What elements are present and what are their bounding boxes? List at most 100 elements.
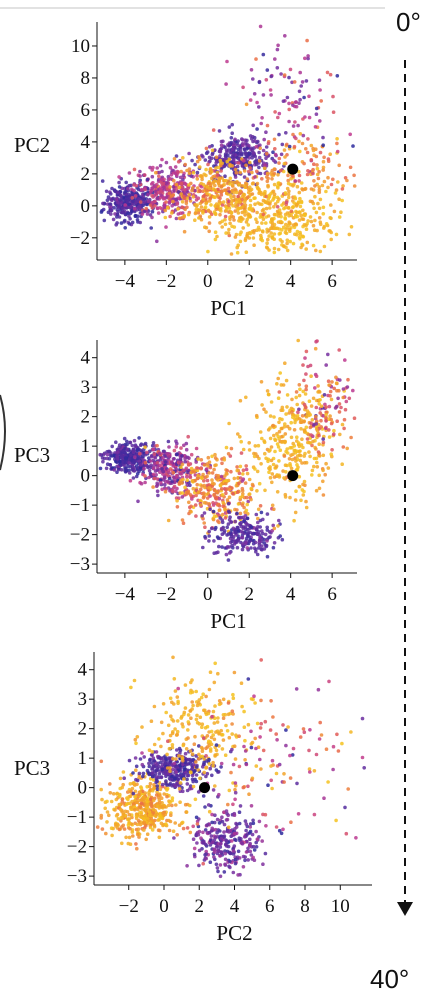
- scatter-point: [174, 216, 179, 221]
- scatter-point: [229, 214, 234, 218]
- scatter-point: [285, 142, 289, 147]
- scatter-point: [118, 198, 122, 202]
- scatter-point: [248, 844, 252, 848]
- scatter-point: [158, 787, 163, 792]
- scatter-point: [214, 159, 219, 163]
- scatter-point: [224, 723, 228, 728]
- scatter-point: [219, 765, 223, 769]
- scatter-point: [272, 205, 276, 209]
- scatter-point: [191, 170, 196, 175]
- scatter-point: [285, 424, 290, 429]
- scatter-point: [343, 176, 348, 180]
- scatter-point: [279, 72, 283, 76]
- scatter-point: [280, 228, 284, 232]
- scatter-point: [152, 704, 157, 709]
- scatter-point: [322, 244, 327, 249]
- scatter-point: [133, 807, 137, 812]
- scatter-point: [265, 175, 269, 179]
- scatter-point: [214, 463, 218, 467]
- scatter-point: [238, 511, 243, 516]
- scatter-point: [271, 715, 275, 719]
- scatter-point: [155, 812, 159, 817]
- scatter-point: [216, 550, 220, 554]
- scatter-point: [253, 175, 257, 179]
- scatter-point: [207, 739, 211, 743]
- scatter-point: [205, 478, 210, 483]
- scatter-point: [344, 831, 349, 836]
- scatter-point: [150, 774, 155, 779]
- scatter-point: [250, 192, 255, 196]
- scatter-point: [300, 488, 305, 492]
- scatter-point: [174, 445, 179, 449]
- scatter-point: [255, 100, 259, 105]
- scatter-point: [210, 471, 215, 475]
- scatter-point: [108, 205, 112, 209]
- scatter-point: [190, 158, 194, 163]
- scatter-point: [273, 449, 277, 454]
- scatter-point: [209, 742, 214, 747]
- scatter-point: [243, 749, 248, 753]
- scatter-point: [260, 221, 264, 225]
- scatter-point: [247, 792, 251, 796]
- scatter-point: [115, 207, 120, 212]
- scatter-point: [260, 403, 264, 407]
- scatter-point: [360, 716, 365, 721]
- scatter-point: [243, 738, 247, 743]
- scatter-point: [223, 214, 228, 219]
- scatter-point: [328, 152, 333, 156]
- scatter-point: [150, 205, 155, 210]
- scatter-point: [231, 849, 236, 853]
- scatter-point: [136, 827, 141, 831]
- scatter-point: [268, 202, 272, 206]
- scatter-point: [161, 195, 166, 200]
- scatter-point: [250, 181, 255, 186]
- scatter-point: [188, 709, 192, 713]
- scatter-point: [337, 215, 342, 219]
- scatter-point: [276, 247, 281, 252]
- scatter-point: [233, 529, 238, 534]
- scatter-point: [245, 502, 249, 507]
- scatter-point: [207, 830, 212, 835]
- scatter-point: [313, 386, 317, 390]
- scatter-point: [155, 775, 159, 779]
- scatter-point: [200, 722, 205, 726]
- scatter-point: [125, 199, 130, 204]
- scatter-point: [257, 150, 261, 155]
- scatter-point: [211, 509, 216, 514]
- y-tick-label: 3: [81, 377, 91, 398]
- scatter-point: [294, 417, 299, 422]
- scatter-point: [317, 169, 321, 174]
- scatter-point: [332, 432, 336, 437]
- scatter-point: [270, 177, 274, 181]
- scatter-point: [156, 493, 160, 498]
- scatter-point: [235, 511, 239, 516]
- scatter-point: [199, 503, 203, 507]
- scatter-point: [295, 402, 300, 407]
- scatter-point: [127, 758, 132, 763]
- scatter-point: [272, 541, 277, 545]
- scatter-point: [212, 514, 217, 519]
- scatter-point: [203, 225, 207, 229]
- scatter-point: [259, 721, 264, 726]
- scatter-point: [154, 170, 158, 175]
- scatter-point: [173, 821, 177, 825]
- scatter-point: [138, 174, 142, 178]
- scatter-point: [240, 503, 245, 507]
- scatter-point: [120, 785, 124, 790]
- scatter-point: [329, 237, 334, 242]
- scatter-point: [182, 777, 186, 781]
- scatter-point: [215, 173, 220, 177]
- scatter-point: [167, 445, 171, 449]
- scatter-point: [145, 212, 150, 216]
- scatter-point: [175, 202, 180, 206]
- scatter-point: [224, 839, 229, 843]
- scatter-point: [176, 686, 180, 691]
- scatter-point: [254, 144, 259, 149]
- scatter-point: [230, 131, 234, 135]
- scatter-point: [102, 218, 107, 223]
- scatter-point: [174, 154, 179, 158]
- scatter-point: [108, 791, 113, 795]
- scatter-point: [304, 147, 308, 151]
- scatter-point: [108, 202, 113, 206]
- scatter-point: [185, 478, 189, 483]
